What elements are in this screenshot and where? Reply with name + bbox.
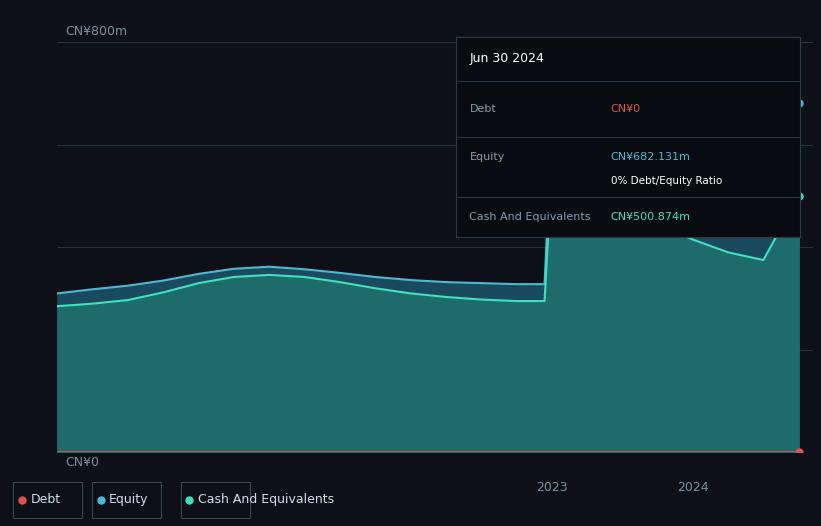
Text: Jun 30 2024: Jun 30 2024 <box>470 52 544 65</box>
Text: Equity: Equity <box>109 493 149 506</box>
Text: Debt: Debt <box>470 104 496 114</box>
Text: CN¥800m: CN¥800m <box>65 25 127 38</box>
Text: 2020: 2020 <box>112 481 144 493</box>
Text: Equity: Equity <box>470 151 505 162</box>
Text: 0% Debt/Equity Ratio: 0% Debt/Equity Ratio <box>611 176 722 186</box>
Text: 2021: 2021 <box>254 481 285 493</box>
FancyBboxPatch shape <box>13 482 82 518</box>
Text: Cash And Equivalents: Cash And Equivalents <box>470 211 591 222</box>
Text: Cash And Equivalents: Cash And Equivalents <box>198 493 334 506</box>
Text: CN¥0: CN¥0 <box>65 457 99 470</box>
Text: 2022: 2022 <box>395 481 426 493</box>
FancyBboxPatch shape <box>181 482 250 518</box>
Text: Debt: Debt <box>30 493 61 506</box>
Text: CN¥682.131m: CN¥682.131m <box>611 151 690 162</box>
Text: 2024: 2024 <box>677 481 709 493</box>
Text: CN¥500.874m: CN¥500.874m <box>611 211 690 222</box>
Text: CN¥0: CN¥0 <box>611 104 641 114</box>
Text: 2023: 2023 <box>536 481 567 493</box>
FancyBboxPatch shape <box>92 482 161 518</box>
